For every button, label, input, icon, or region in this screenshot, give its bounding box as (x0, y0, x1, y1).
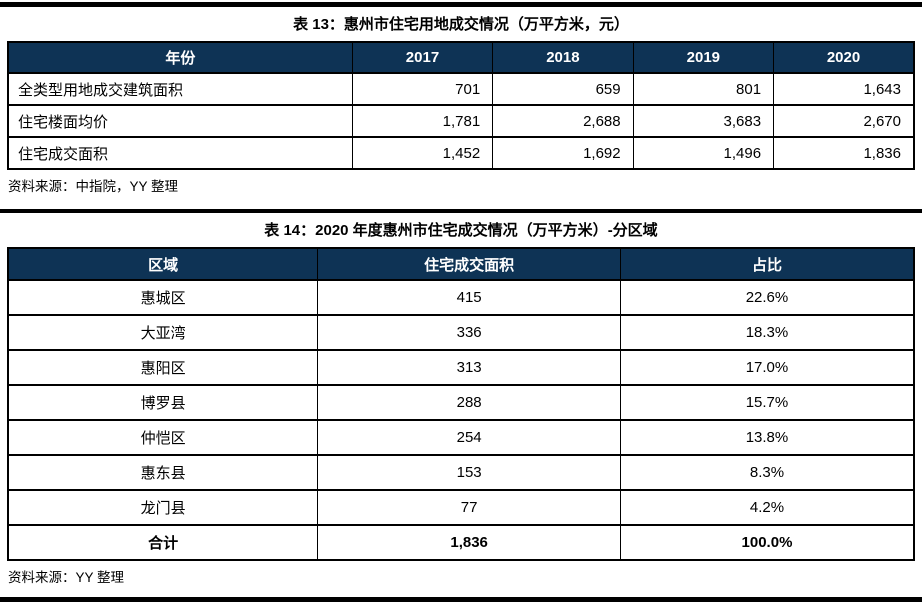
middle-divider-rule (0, 209, 922, 213)
table13-col-header-2019: 2019 (632, 41, 775, 74)
area-cell: 415 (317, 279, 621, 316)
table13-col-header-2017: 2017 (351, 41, 494, 74)
table-row: 大亚湾 336 18.3% (7, 314, 915, 351)
value-cell: 2,670 (773, 104, 916, 138)
value-cell: 1,781 (351, 104, 494, 138)
table13-col-header-2020: 2020 (773, 41, 916, 74)
value-cell: 1,836 (773, 136, 916, 170)
value-cell: 1,452 (351, 136, 494, 170)
value-cell: 1,496 (632, 136, 775, 170)
table13-land-transactions: 年份 2017 2018 2019 2020 全类型用地成交建筑面积 701 6… (6, 41, 916, 170)
region-cell: 博罗县 (7, 384, 319, 421)
row-label: 全类型用地成交建筑面积 (6, 72, 353, 106)
table-row: 住宅楼面均价 1,781 2,688 3,683 2,670 (6, 104, 916, 138)
value-cell: 659 (492, 72, 634, 106)
bottom-divider-rule (0, 597, 922, 602)
table-row: 住宅成交面积 1,452 1,692 1,496 1,836 (6, 136, 916, 170)
value-cell: 1,692 (492, 136, 634, 170)
share-cell: 4.2% (619, 489, 915, 526)
total-label-cell: 合计 (7, 524, 319, 561)
area-cell: 288 (317, 384, 621, 421)
table13-title: 表 13：惠州市住宅用地成交情况（万平方米，元） (293, 16, 629, 33)
table-row: 惠东县 153 8.3% (7, 454, 915, 491)
total-share-cell: 100.0% (619, 524, 915, 561)
table-row: 仲恺区 254 13.8% (7, 419, 915, 456)
table-row: 惠阳区 313 17.0% (7, 349, 915, 386)
table13-col-header-year: 年份 (6, 41, 353, 74)
area-cell: 254 (317, 419, 621, 456)
region-cell: 惠东县 (7, 454, 319, 491)
total-area-cell: 1,836 (317, 524, 621, 561)
share-cell: 18.3% (619, 314, 915, 351)
row-label: 住宅楼面均价 (6, 104, 353, 138)
area-cell: 77 (317, 489, 621, 526)
table-row: 惠城区 415 22.6% (7, 279, 915, 316)
value-cell: 2,688 (492, 104, 634, 138)
share-cell: 17.0% (619, 349, 915, 386)
table14-source-note: 资料来源：YY 整理 (8, 570, 125, 585)
value-cell: 1,643 (773, 72, 916, 106)
share-cell: 15.7% (619, 384, 915, 421)
table14-header-row: 区域 住宅成交面积 占比 (7, 247, 915, 281)
table14-col-header-region: 区域 (7, 247, 319, 281)
table14-title: 表 14：2020 年度惠州市住宅成交情况（万平方米）-分区域 (264, 222, 658, 239)
table-row: 龙门县 77 4.2% (7, 489, 915, 526)
share-cell: 22.6% (619, 279, 915, 316)
area-cell: 153 (317, 454, 621, 491)
value-cell: 701 (351, 72, 494, 106)
share-cell: 8.3% (619, 454, 915, 491)
region-cell: 仲恺区 (7, 419, 319, 456)
table14-col-header-area: 住宅成交面积 (317, 247, 621, 281)
share-cell: 13.8% (619, 419, 915, 456)
row-label: 住宅成交面积 (6, 136, 353, 170)
table13-header-row: 年份 2017 2018 2019 2020 (6, 41, 916, 74)
area-cell: 336 (317, 314, 621, 351)
table-row: 博罗县 288 15.7% (7, 384, 915, 421)
value-cell: 3,683 (632, 104, 775, 138)
table13-col-header-2018: 2018 (492, 41, 634, 74)
table14-col-header-share: 占比 (619, 247, 915, 281)
value-cell: 801 (632, 72, 775, 106)
table13-source-note: 资料来源：中指院，YY 整理 (8, 179, 179, 194)
region-cell: 龙门县 (7, 489, 319, 526)
region-cell: 大亚湾 (7, 314, 319, 351)
top-divider-rule (0, 2, 922, 7)
region-cell: 惠阳区 (7, 349, 319, 386)
table14-regional-transactions: 区域 住宅成交面积 占比 惠城区 415 22.6% 大亚湾 336 18.3%… (7, 247, 915, 561)
region-cell: 惠城区 (7, 279, 319, 316)
table-row: 全类型用地成交建筑面积 701 659 801 1,643 (6, 72, 916, 106)
table-total-row: 合计 1,836 100.0% (7, 524, 915, 561)
area-cell: 313 (317, 349, 621, 386)
